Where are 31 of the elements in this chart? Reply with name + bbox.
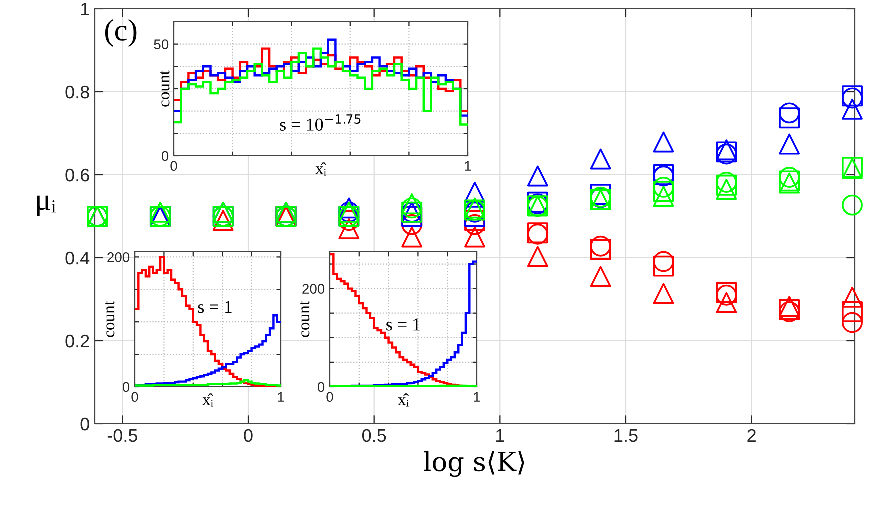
y-tick-label: 0.8 (66, 86, 90, 99)
x-tick-label: 0 (244, 429, 253, 442)
x-tick-label: 1 (278, 392, 284, 402)
x-axis-title: x̂ᵢ (398, 394, 409, 407)
y-tick-label: 200 (108, 252, 130, 262)
annotation: s = 1 (198, 301, 232, 314)
x-tick-label: 1 (496, 430, 504, 442)
annotation: (c) (105, 19, 137, 48)
y-axis-title: count (105, 301, 115, 338)
y-tick-label: 0.2 (66, 334, 90, 348)
x-axis-title: log s⟨K⟩ (424, 451, 524, 478)
y-axis-title: μᵢ (37, 196, 56, 216)
y-axis-title: count (300, 301, 310, 338)
annotation: s = 10$^{−1.75}$ (280, 114, 361, 131)
y-tick-label: 200 (302, 284, 325, 294)
x-tick-label: 0 (132, 392, 138, 402)
x-tick-label: 1 (474, 392, 480, 402)
x-tick-label: 0 (326, 392, 334, 402)
annotation: s = 1 (386, 318, 420, 331)
y-tick-label: 1 (81, 3, 90, 16)
x-tick-label: 1.5 (614, 430, 638, 442)
x-tick-label: -0.5 (108, 429, 138, 442)
y-tick-label: 0 (80, 418, 90, 431)
y-tick-label: 0.6 (66, 168, 90, 182)
x-tick-label: 2 (748, 429, 756, 442)
y-axis-title: count (160, 70, 170, 107)
x-tick-label: 0.5 (362, 429, 386, 442)
x-axis-title: x̂ᵢ (316, 162, 326, 176)
x-axis-title: x̂ᵢ (202, 394, 214, 407)
y-tick-label: 0.4 (66, 252, 90, 265)
y-tick-label: 50 (154, 40, 169, 50)
